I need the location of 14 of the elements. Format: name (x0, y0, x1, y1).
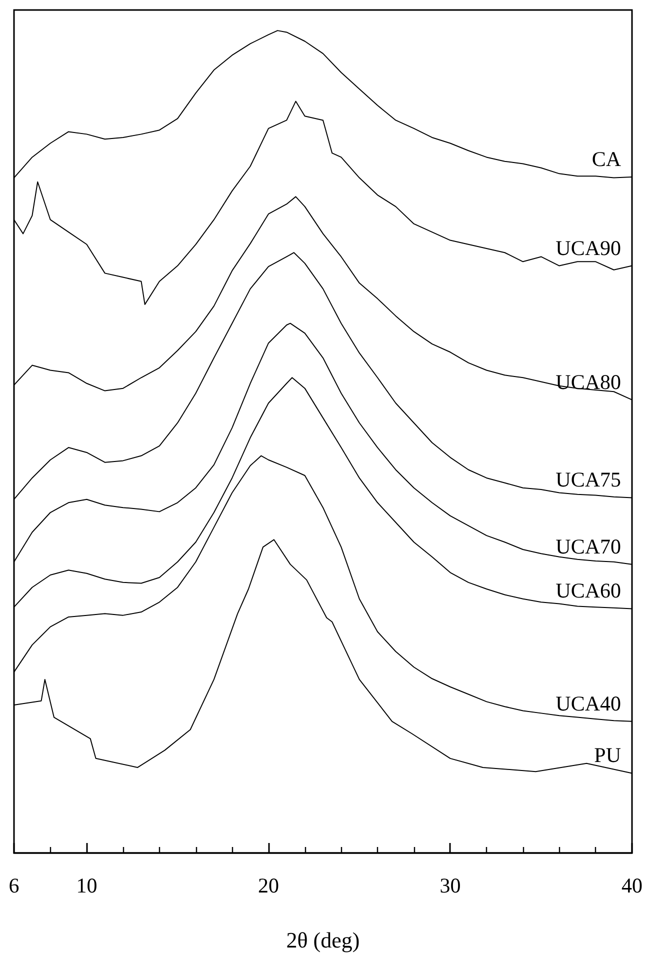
series-label: UCA60 (556, 578, 621, 603)
series-label: UCA75 (556, 468, 621, 492)
series-label: CA (592, 146, 622, 171)
series-label: UCA90 (556, 236, 621, 260)
series-label: PU (594, 743, 621, 768)
x-tick-label: 30 (440, 874, 461, 898)
series-label: UCA80 (556, 370, 621, 394)
x-tick-label: 20 (258, 874, 279, 898)
x-axis-title: 2θ (deg) (286, 928, 360, 952)
series-label: UCA40 (556, 691, 621, 716)
series-label: UCA70 (556, 534, 621, 558)
x-tick-label: 10 (76, 874, 98, 898)
x-tick-label: 40 (622, 874, 642, 898)
x-tick-label: 6 (8, 874, 20, 898)
